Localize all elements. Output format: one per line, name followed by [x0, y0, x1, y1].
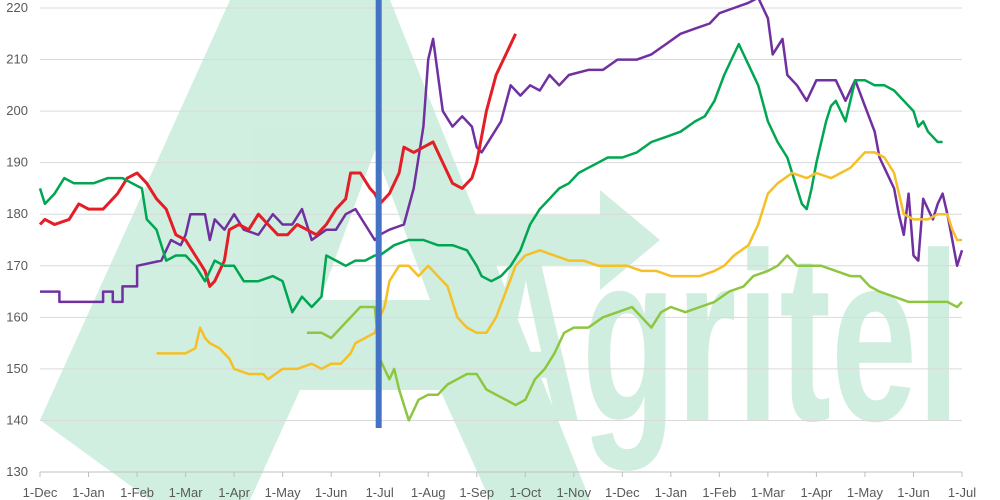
watermark-logo: Agritel — [40, 0, 960, 500]
x-tick-label: 1-Apr — [801, 485, 833, 500]
x-tick-label: 1-Jun — [315, 485, 348, 500]
x-tick-label: 1-Dec — [23, 485, 58, 500]
x-tick-label: 1-Mar — [751, 485, 786, 500]
y-tick-label: 140 — [6, 412, 28, 427]
y-axis-ticks: 130 140 150 160 170 180 190 200 210 220 — [6, 0, 28, 479]
series-group — [38, 0, 964, 422]
x-tick-label: 1-Jul — [366, 485, 394, 500]
x-tick-label: 1-Dec — [605, 485, 640, 500]
series-line-2 — [38, 33, 517, 288]
y-tick-label: 220 — [6, 0, 28, 15]
y-tick-label: 150 — [6, 361, 28, 376]
y-tick-label: 210 — [6, 52, 28, 67]
y-tick-label: 180 — [6, 206, 28, 221]
y-tick-label: 200 — [6, 103, 28, 118]
x-tick-label: 1-Feb — [702, 485, 736, 500]
series-line-3 — [38, 42, 943, 314]
series-line-5 — [306, 254, 963, 422]
series-line-4 — [156, 151, 962, 381]
y-tick-label: 160 — [6, 309, 28, 324]
x-tick-label: 1-Apr — [218, 485, 250, 500]
x-tick-label: 1-Jun — [897, 485, 930, 500]
x-tick-label: 1-Feb — [120, 485, 154, 500]
x-tick-label: 1-Jan — [72, 485, 105, 500]
x-tick-label: 1-Oct — [509, 485, 541, 500]
x-axis-ticks: 1-Dec 1-Jan 1-Feb 1-Mar 1-Apr 1-May 1-Jun 1-Jul… — [23, 472, 976, 500]
y-tick-label: 130 — [6, 464, 28, 479]
x-tick-label: 1-Aug — [411, 485, 446, 500]
x-tick-label: 1-Sep — [459, 485, 494, 500]
x-tick-label: 1-Jan — [655, 485, 688, 500]
y-tick-label: 190 — [6, 155, 28, 170]
x-tick-label: 1-May — [265, 485, 302, 500]
grid-lines — [40, 7, 962, 473]
y-tick-label: 170 — [6, 258, 28, 273]
watermark-wordmark: Agritel — [470, 203, 960, 471]
x-tick-label: 1-Jul — [948, 485, 976, 500]
x-tick-label: 1-May — [847, 485, 884, 500]
x-tick-label: 1-Nov — [556, 485, 591, 500]
x-tick-label: 1-Mar — [169, 485, 204, 500]
